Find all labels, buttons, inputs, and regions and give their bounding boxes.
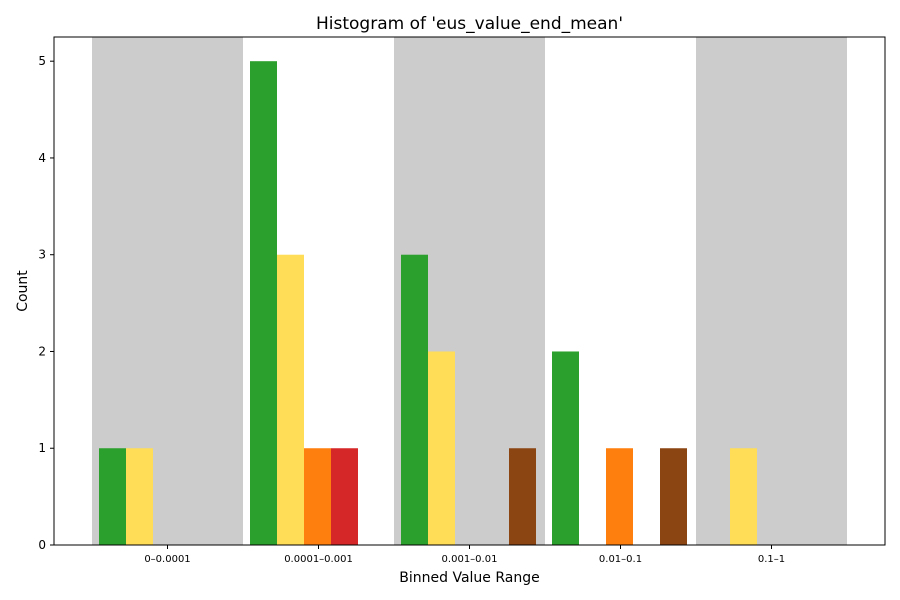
bars [99, 61, 757, 545]
bar [509, 448, 536, 545]
x-tick-label: 0.1–1 [758, 554, 785, 565]
bar [660, 448, 687, 545]
y-axis: 0 1 2 3 4 5 [38, 54, 54, 552]
x-tick-label: 0.001–0.01 [442, 554, 498, 565]
y-axis-label: Count [15, 270, 31, 312]
y-tick-label: 3 [38, 248, 46, 262]
x-axis-label: Binned Value Range [399, 570, 539, 586]
bar [401, 254, 428, 545]
x-tick-label: 0.01–0.1 [599, 554, 642, 565]
bar [606, 448, 633, 545]
chart-title: Histogram of 'eus_value_end_mean' [316, 14, 623, 34]
bar [331, 448, 358, 545]
bin-band [696, 37, 847, 545]
bar [250, 61, 277, 545]
bar [277, 254, 304, 545]
y-tick-label: 5 [38, 54, 46, 68]
x-axis: 0–0.0001 0.0001–0.001 0.001–0.01 0.01–0.1 0.… [144, 545, 785, 565]
bar [99, 448, 126, 545]
bar [730, 448, 757, 545]
bar [552, 351, 579, 545]
bin-bands [92, 37, 847, 545]
y-tick-label: 1 [38, 441, 46, 455]
bar [304, 448, 331, 545]
y-tick-label: 0 [38, 538, 46, 552]
y-tick-label: 2 [38, 344, 46, 358]
x-tick-label: 0–0.0001 [144, 554, 190, 565]
x-tick-label: 0.0001–0.001 [284, 554, 353, 565]
y-tick-label: 4 [38, 151, 46, 165]
bar [428, 351, 455, 545]
bar [126, 448, 153, 545]
